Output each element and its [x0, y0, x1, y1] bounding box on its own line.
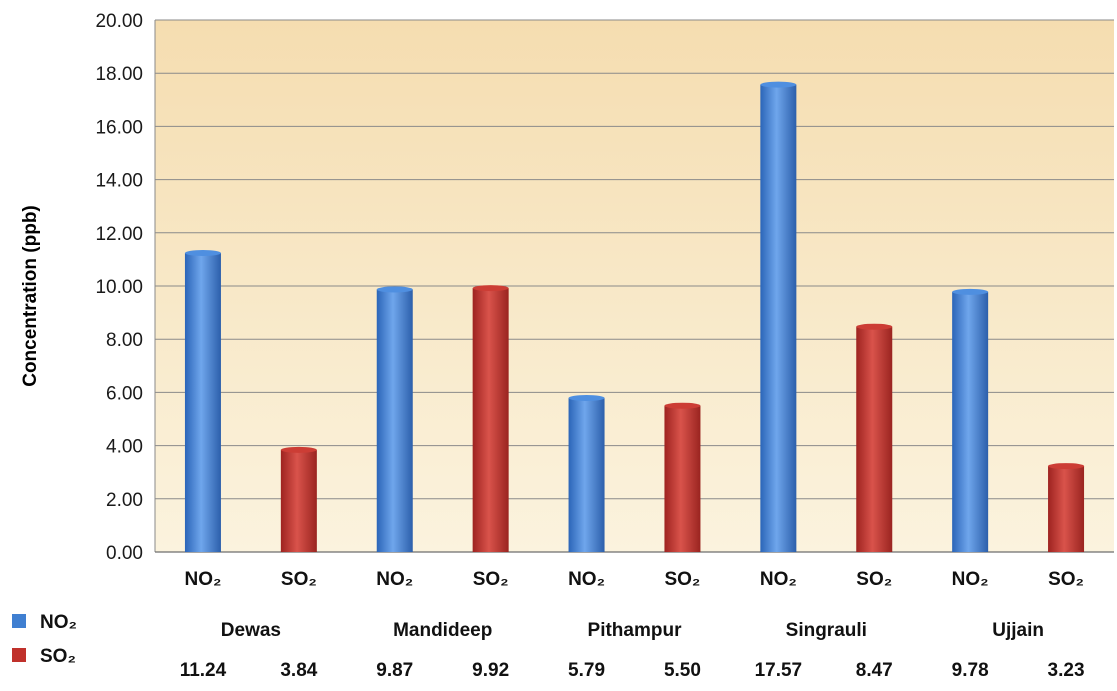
bar	[664, 402, 701, 552]
bar-body	[856, 326, 893, 552]
bar-cap	[856, 323, 893, 330]
bar-cap	[952, 288, 989, 295]
bar-cap	[664, 402, 701, 409]
bar	[760, 81, 797, 552]
group-label: Singrauli	[786, 620, 867, 641]
data-value-label: 3.23	[1048, 660, 1085, 681]
y-tick-label: 18.00	[95, 64, 143, 85]
bar	[952, 288, 989, 552]
data-value-label: 8.47	[856, 660, 893, 681]
x-tick-label: NO₂	[184, 569, 221, 590]
bar	[376, 286, 413, 552]
data-value-label: 5.79	[568, 660, 605, 681]
bar-cap	[760, 81, 797, 88]
y-tick-label: 20.00	[95, 11, 143, 32]
group-label: Mandideep	[393, 620, 492, 641]
y-axis-title: Concentration (ppb)	[20, 205, 41, 387]
bar-body	[952, 291, 989, 552]
data-value-label: 17.57	[755, 660, 803, 681]
y-tick-label: 6.00	[106, 383, 143, 404]
y-tick-label: 12.00	[95, 224, 143, 245]
group-label: Dewas	[221, 620, 281, 641]
x-tick-label: SO₂	[1048, 569, 1084, 590]
x-tick-label: SO₂	[856, 569, 892, 590]
y-tick-label: 14.00	[95, 171, 143, 192]
bar-cap	[568, 394, 605, 401]
legend-label: NO₂	[40, 612, 77, 633]
data-value-label: 3.84	[280, 660, 317, 681]
bar	[856, 323, 893, 552]
bar	[568, 394, 605, 552]
x-tick-label: NO₂	[952, 569, 989, 590]
y-tick-label: 2.00	[106, 490, 143, 511]
bar-body	[280, 449, 317, 552]
group-label: Pithampur	[588, 620, 683, 641]
legend-label: SO₂	[40, 646, 76, 667]
data-value-label: 9.78	[952, 660, 989, 681]
bar-body	[664, 405, 701, 552]
x-tick-label: SO₂	[281, 569, 317, 590]
y-tick-label: 4.00	[106, 437, 143, 458]
bar-body	[1048, 466, 1085, 552]
bar	[184, 250, 221, 553]
bar	[280, 446, 317, 552]
bar-body	[376, 289, 413, 552]
y-tick-label: 0.00	[106, 543, 143, 564]
bar-cap	[1048, 463, 1085, 470]
legend-swatch	[12, 614, 26, 628]
bar-cap	[280, 446, 317, 453]
y-tick-label: 8.00	[106, 330, 143, 351]
legend-swatch	[12, 648, 26, 662]
data-value-label: 11.24	[180, 660, 227, 681]
bar-cap	[376, 286, 413, 293]
y-tick-label: 10.00	[95, 277, 143, 298]
bar-cap	[472, 285, 509, 292]
bar-body	[760, 84, 797, 552]
bar-body	[472, 288, 509, 552]
bar-cap	[184, 250, 221, 257]
x-tick-label: SO₂	[664, 569, 700, 590]
x-tick-label: SO₂	[473, 569, 509, 590]
x-tick-label: NO₂	[376, 569, 413, 590]
bar-body	[568, 397, 605, 552]
x-tick-label: NO₂	[760, 569, 797, 590]
data-value-label: 9.87	[376, 660, 413, 681]
bar	[1048, 463, 1085, 552]
x-tick-label: NO₂	[568, 569, 605, 590]
bar-body	[184, 253, 221, 553]
data-value-label: 9.92	[472, 660, 509, 681]
group-label: Ujjain	[992, 620, 1044, 641]
bar	[472, 285, 509, 552]
y-tick-label: 16.00	[95, 117, 143, 138]
data-value-label: 5.50	[664, 660, 701, 681]
